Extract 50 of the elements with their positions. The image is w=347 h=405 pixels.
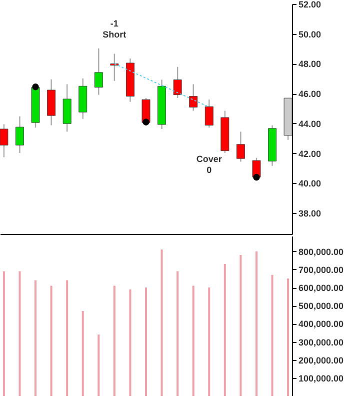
y-tick-label: 300,000.00 xyxy=(298,337,344,348)
bar xyxy=(208,288,210,396)
annotation: -1 Short xyxy=(102,18,126,40)
bar xyxy=(113,286,116,396)
bar xyxy=(145,288,147,396)
bar xyxy=(176,271,179,396)
y-tick-label: 200,000.00 xyxy=(298,355,344,366)
y-tick-label: 800,000.00 xyxy=(298,246,344,257)
candlestick xyxy=(173,66,182,99)
bar xyxy=(66,280,68,396)
bar xyxy=(192,286,194,396)
candlestick xyxy=(142,97,150,126)
y-tick-label: 48.00 xyxy=(298,59,322,70)
y-tick-label: 38.00 xyxy=(298,208,322,219)
y-tick-label: 600,000.00 xyxy=(298,283,344,294)
candlestick xyxy=(94,48,103,96)
candlestick xyxy=(252,157,261,180)
y-tick-label: 700,000.00 xyxy=(298,264,344,275)
candlestick xyxy=(236,131,245,162)
bar xyxy=(2,271,5,396)
bar xyxy=(34,280,37,396)
y-tick-label: 40.00 xyxy=(298,178,322,189)
y-tick-label: 44.00 xyxy=(298,118,322,129)
candlestick xyxy=(15,116,24,154)
bar xyxy=(18,271,21,396)
bar xyxy=(50,286,52,396)
candlestick xyxy=(110,53,119,82)
y-tick-label: 42.00 xyxy=(298,148,322,159)
candlestick xyxy=(189,84,198,112)
annotation: Cover 0 xyxy=(196,154,222,176)
bar xyxy=(224,264,226,396)
y-tick-label: 400,000.00 xyxy=(298,319,344,330)
y-tick-label: 46.00 xyxy=(298,89,322,100)
bar xyxy=(287,278,290,396)
y-tick-label: 100,000.00 xyxy=(298,373,344,384)
point xyxy=(253,174,260,181)
y-tick-label: 500,000.00 xyxy=(298,301,344,312)
point xyxy=(32,84,39,90)
bar xyxy=(160,250,163,396)
candlestick xyxy=(204,98,214,128)
candlestick xyxy=(0,124,8,158)
bar xyxy=(98,334,100,396)
bar xyxy=(82,311,84,396)
bar xyxy=(271,274,274,396)
y-tick-label: 50.00 xyxy=(298,29,322,40)
bar xyxy=(129,289,132,396)
y-tick-label: 52.00 xyxy=(298,0,322,10)
bar xyxy=(240,254,242,396)
point xyxy=(142,118,150,126)
bar xyxy=(255,251,258,396)
